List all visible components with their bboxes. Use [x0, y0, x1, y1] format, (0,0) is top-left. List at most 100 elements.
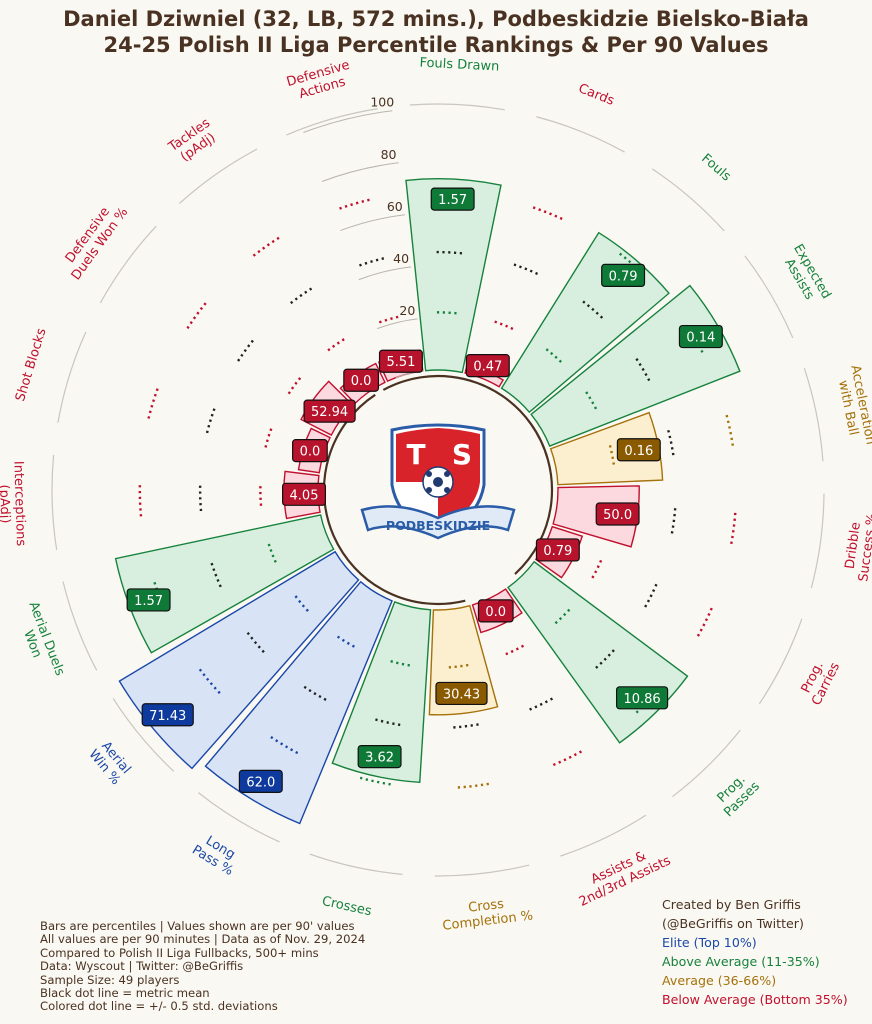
reference-dot-line — [264, 427, 273, 448]
svg-text:3.62: 3.62 — [365, 751, 394, 766]
svg-text:10.86: 10.86 — [623, 692, 660, 707]
percentile-bar — [405, 178, 502, 374]
value-label: 30.43 — [435, 681, 488, 706]
svg-text:0.47: 0.47 — [473, 360, 502, 375]
crest-letter-left: T — [406, 438, 425, 471]
reference-dot-line — [259, 485, 263, 506]
category-label: Prog.Carries — [796, 653, 843, 708]
category-label: LongPass % — [189, 830, 243, 879]
svg-text:0.0: 0.0 — [485, 605, 506, 620]
tick-label: 80 — [381, 147, 397, 162]
category-label: Fouls — [698, 151, 733, 184]
background-arcs — [51, 103, 825, 877]
reference-dot-line — [527, 697, 554, 712]
background-arc — [178, 148, 258, 204]
value-labels: 1.57 0.47 0.79 0.14 0.16 50.0 0.79 10.86 0.0 30.4… — [126, 187, 723, 793]
category-label: Interceptions(pAdj) — [0, 461, 28, 547]
legend-item: Average (36-66%) — [662, 973, 777, 988]
background-arc — [57, 331, 87, 423]
percentile-bar — [331, 601, 432, 784]
value-label: 0.16 — [616, 438, 661, 462]
category-label: Aerial DuelsWon — [11, 600, 67, 684]
category-label: DefensiveDuels Won % — [57, 196, 132, 283]
svg-text:0.0: 0.0 — [351, 374, 372, 389]
crest-letter-right: S — [452, 438, 472, 471]
background-arc — [309, 853, 403, 875]
reference-dot-line — [294, 595, 309, 612]
credits-legend: Created by Ben Griffis (@BeGriffis on Tw… — [662, 895, 848, 1009]
reference-dot-line — [635, 358, 651, 383]
legend: Elite (Top 10%) Above Average (11-35%) Ave… — [662, 933, 848, 1009]
note-line: Bars are percentiles | Values shown are … — [40, 919, 355, 933]
note-line: Compared to Polish II Liga Fullbacks, 50… — [40, 945, 319, 960]
value-label: 10.86 — [615, 686, 669, 710]
svg-text:52.94: 52.94 — [311, 405, 348, 420]
background-arc — [651, 168, 725, 232]
value-label: 71.43 — [141, 703, 194, 727]
reference-dot-line — [378, 315, 399, 324]
tick-arc — [395, 370, 424, 379]
note-line: All values are per 90 minutes | Data as … — [40, 932, 366, 947]
svg-text:30.43: 30.43 — [443, 687, 480, 702]
svg-text:5.51: 5.51 — [386, 355, 415, 370]
reference-dot-line — [513, 263, 540, 276]
svg-text:62.0: 62.0 — [246, 775, 275, 790]
reference-dot-line — [591, 559, 603, 579]
background-arc — [803, 368, 824, 462]
category-label: CrossCompletion % — [440, 894, 534, 934]
background-arc — [434, 864, 530, 877]
category-label: Shot Blocks — [13, 326, 50, 403]
reference-dot-line — [554, 608, 571, 625]
reference-dot-line — [245, 630, 265, 653]
reference-dot-line — [198, 484, 203, 512]
reference-dot-line — [695, 607, 713, 639]
tick-arc — [340, 214, 405, 232]
reference-dot-line — [267, 543, 277, 563]
reference-dot-line — [359, 256, 386, 267]
reference-dot-line — [327, 337, 346, 352]
reference-dot-line — [205, 406, 217, 434]
category-label: AerialWin % — [85, 737, 134, 788]
tick-label: 100 — [370, 95, 394, 110]
tick-arc — [321, 162, 399, 182]
tick-arc — [377, 318, 418, 330]
background-arc — [198, 792, 280, 843]
background-arc — [51, 454, 58, 550]
background-arc — [112, 698, 175, 772]
category-label: Accelerationwith Ball — [833, 364, 872, 449]
value-label: 0.79 — [601, 263, 646, 288]
reference-dot-line — [550, 750, 583, 767]
tick-label: 20 — [399, 303, 415, 318]
legend-item: Above Average (11-35%) — [662, 954, 820, 969]
reference-dot-line — [608, 445, 616, 466]
chart-notes: Bars are percentiles | Values shown are … — [40, 919, 366, 1014]
credit-author: Created by Ben Griffis — [662, 897, 801, 912]
tick-label: 40 — [393, 251, 409, 266]
background-arc — [286, 108, 378, 136]
tick-arc — [358, 266, 412, 281]
credit-twitter: (@BeGriffis on Twitter) — [662, 916, 804, 931]
reference-dot-lines — [138, 190, 737, 789]
reference-dot-line — [186, 300, 209, 330]
tick-label: 60 — [387, 199, 403, 214]
reference-dot-line — [451, 723, 479, 729]
background-arc — [744, 255, 794, 339]
svg-text:0.14: 0.14 — [686, 331, 715, 346]
reference-dot-line — [389, 659, 410, 667]
reference-dot-line — [210, 561, 222, 588]
background-arc — [672, 729, 741, 798]
reference-dot-line — [545, 348, 563, 364]
reference-dot-line — [582, 300, 605, 320]
category-label: Cards — [576, 81, 616, 109]
background-arc — [99, 225, 157, 304]
reference-dot-line — [725, 414, 735, 449]
reference-dot-line — [290, 286, 314, 305]
value-label: 0.0 — [343, 368, 380, 392]
value-label: 1.57 — [126, 588, 171, 612]
background-arc — [409, 103, 505, 111]
background-arc — [536, 116, 625, 153]
tick-arc — [303, 110, 393, 133]
reference-dot-line — [237, 338, 255, 362]
reference-dot-line — [373, 718, 401, 727]
